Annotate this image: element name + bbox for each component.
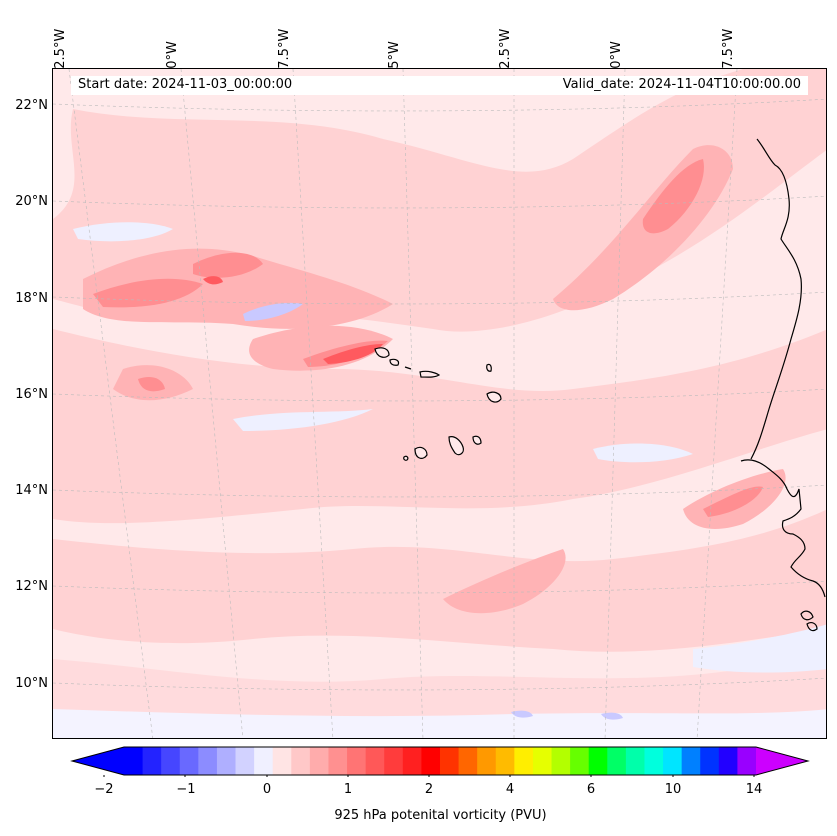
colorbar-segment — [347, 747, 367, 775]
colorbar-segment — [570, 747, 590, 775]
cb-tick-14: 14 — [745, 782, 763, 797]
africa-coast-south-islands — [800, 610, 818, 632]
colorbar-segment — [291, 747, 311, 775]
island-boa-vista — [486, 391, 502, 403]
cb-tick-minus2: −2 — [94, 782, 114, 797]
colorbar-segment — [681, 747, 701, 775]
island-brava — [403, 455, 409, 461]
valid-date-text: Valid_date: 2024-11-04T10:00:00.00 — [562, 77, 801, 92]
colorbar-segment — [198, 747, 218, 775]
colorbar-segment — [588, 747, 608, 775]
africa-coast-north — [750, 138, 802, 460]
colorbar-segment — [458, 747, 478, 775]
lat-label-22n: 22°N — [15, 98, 48, 113]
pv-deep-red-regions — [203, 276, 383, 364]
colorbar-segment — [718, 747, 738, 775]
island-sao-nicolau — [419, 370, 441, 378]
cb-tick-0: 0 — [262, 782, 272, 797]
colorbar-segment — [142, 747, 162, 775]
colorbar-segment — [421, 747, 441, 775]
lat-label-14n: 14°N — [15, 483, 48, 498]
colorbar-segment — [179, 747, 199, 775]
colorbar-segment — [161, 747, 181, 775]
cb-tick-10: 10 — [664, 782, 682, 797]
island-santo-antao — [374, 347, 390, 358]
colorbar-segment — [235, 747, 255, 775]
map-panel — [52, 68, 827, 739]
cb-tick-minus1: −1 — [176, 782, 196, 797]
start-date-text: Start date: 2024-11-03_00:00:00 — [78, 77, 293, 92]
colorbar-segment — [272, 747, 292, 775]
colorbar-title: 925 hPa potenital vorticity (PVU) — [334, 808, 547, 823]
lat-label-18n: 18°N — [15, 291, 48, 306]
colorbar-segment — [625, 747, 645, 775]
colorbar-segment — [477, 747, 497, 775]
colorbar-segment — [440, 747, 460, 775]
island-sao-vicente — [389, 358, 400, 366]
cape-verde-islands — [374, 347, 502, 461]
africa-coast-south — [740, 459, 826, 598]
colorbar-segment — [124, 747, 144, 775]
colorbar-segment — [700, 747, 720, 775]
colorbar-segment — [365, 747, 385, 775]
lat-label-20n: 20°N — [15, 194, 48, 209]
colorbar-segment — [607, 747, 627, 775]
colorbar-segment — [663, 747, 683, 775]
date-annotation: Start date: 2024-11-03_00:00:00 Valid_da… — [71, 76, 808, 95]
colorbar-segment — [216, 747, 237, 775]
island-santa-luzia — [404, 366, 412, 370]
colorbar-segment — [532, 747, 553, 775]
colorbar-extend-low — [72, 747, 124, 775]
colorbar-segment — [384, 747, 404, 775]
island-sal — [486, 363, 492, 372]
pv-strong-pink-regions — [93, 159, 763, 517]
coastlines — [740, 138, 826, 632]
colorbar-segment — [495, 747, 515, 775]
pv-negative-regions — [53, 222, 826, 738]
colorbar-segment — [644, 747, 664, 775]
colorbar — [70, 746, 810, 777]
cb-tick-1: 1 — [343, 782, 353, 797]
island-maio — [472, 435, 482, 445]
colorbar-outline — [70, 746, 810, 776]
colorbar-segment — [514, 747, 534, 775]
cb-tick-2: 2 — [424, 782, 434, 797]
pv-field-map — [53, 69, 826, 738]
lat-label-12n: 12°N — [15, 579, 48, 594]
colorbar-segment — [328, 747, 348, 775]
colorbar-segment — [254, 747, 274, 775]
map-gridlines — [53, 69, 826, 738]
island-santiago — [448, 436, 464, 456]
lat-label-16n: 16°N — [15, 387, 48, 402]
cb-tick-6: 6 — [586, 782, 596, 797]
colorbar-segment — [737, 747, 757, 775]
island-fogo — [414, 446, 428, 459]
colorbar-extend-high — [756, 747, 808, 775]
colorbar-segment — [551, 747, 571, 775]
cb-tick-4: 4 — [505, 782, 515, 797]
lat-label-10n: 10°N — [15, 676, 48, 691]
colorbar-segment — [402, 747, 422, 775]
colorbar-segment — [309, 747, 329, 775]
